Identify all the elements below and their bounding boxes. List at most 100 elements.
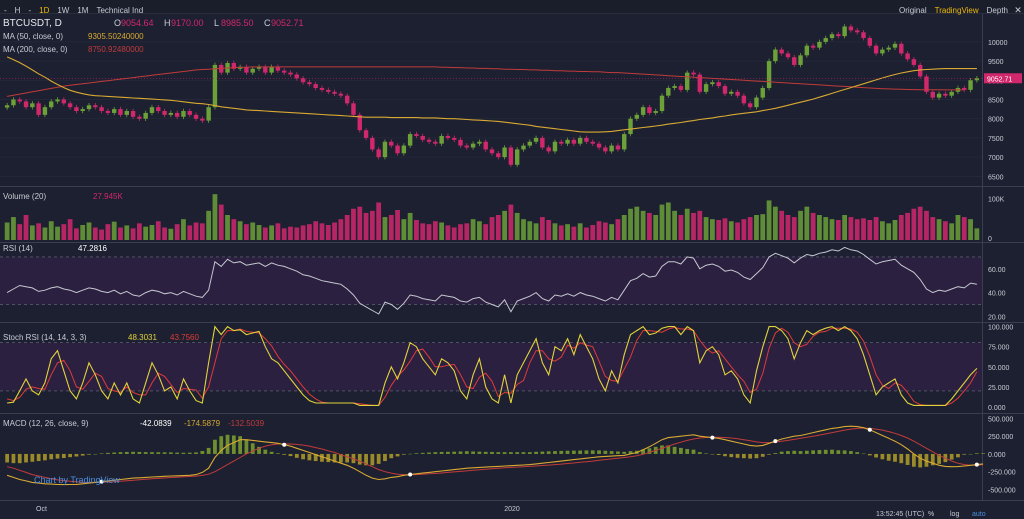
macd-cross-marker bbox=[867, 427, 872, 432]
candle-body bbox=[36, 103, 41, 115]
candle-body bbox=[162, 111, 167, 115]
macd-hist-bar bbox=[106, 452, 110, 454]
candle-body bbox=[181, 111, 186, 117]
volume-bar bbox=[672, 210, 677, 240]
view-tab-depth[interactable]: Depth bbox=[986, 6, 1008, 15]
macd-hist-bar bbox=[124, 451, 129, 454]
candle-body bbox=[124, 111, 129, 115]
volume-bar bbox=[155, 221, 161, 240]
legend-rsi: RSI (14) bbox=[3, 244, 33, 253]
candle-body bbox=[792, 57, 797, 65]
volume-bar bbox=[508, 204, 514, 240]
volume-bar bbox=[338, 219, 344, 240]
legend-macd-value: -132.5039 bbox=[228, 419, 265, 428]
ohlc-key: L bbox=[214, 18, 219, 28]
macd-hist-bar bbox=[112, 452, 117, 454]
volume-bar bbox=[817, 215, 822, 240]
candle-body bbox=[565, 139, 570, 144]
volume-bar bbox=[842, 215, 848, 240]
volume-bar bbox=[325, 225, 331, 240]
scale-option-%[interactable]: % bbox=[928, 511, 934, 518]
volume-bar bbox=[703, 217, 709, 240]
volume-bar bbox=[691, 212, 696, 240]
macd-hist-bar bbox=[458, 451, 463, 454]
macd-hist-bar bbox=[5, 453, 10, 463]
macd-hist-bar bbox=[729, 453, 734, 458]
toolbar-item-0[interactable]: - bbox=[4, 6, 7, 15]
volume-bar bbox=[61, 224, 67, 240]
toolbar-item-4[interactable]: 1W bbox=[57, 6, 70, 15]
macd-hist-bar bbox=[55, 453, 60, 459]
volume-bar bbox=[237, 221, 243, 240]
macd-hist-bar bbox=[924, 453, 929, 467]
macd-hist-bar bbox=[754, 453, 759, 459]
fullscreen-icon[interactable]: ✕ bbox=[1014, 5, 1022, 15]
volume-bar bbox=[779, 210, 785, 240]
price-tick-label: 8500 bbox=[988, 98, 1004, 105]
macd-hist-bar bbox=[43, 453, 47, 461]
macd-hist-bar bbox=[383, 453, 387, 462]
macd-hist-bar bbox=[446, 451, 450, 454]
candle-body bbox=[930, 91, 935, 98]
scale-option-log[interactable]: log bbox=[950, 511, 959, 518]
volume-bar bbox=[80, 225, 86, 240]
volume-bar bbox=[187, 225, 193, 240]
candle-body bbox=[143, 112, 148, 119]
price-tick-label: 7000 bbox=[988, 155, 1004, 162]
macd-cross-marker bbox=[773, 439, 778, 444]
macd-hist-bar bbox=[80, 453, 85, 456]
macd-hist-bar bbox=[11, 453, 16, 464]
macd-hist-bar bbox=[332, 453, 337, 463]
candle-body bbox=[464, 145, 470, 148]
volume-bar bbox=[420, 223, 426, 240]
candle-body bbox=[577, 137, 583, 144]
candle-body bbox=[382, 141, 388, 158]
volume-bar bbox=[829, 219, 835, 240]
candle-body bbox=[540, 137, 545, 148]
toolbar-item-2[interactable]: - bbox=[28, 6, 32, 15]
macd-hist-bar bbox=[87, 453, 91, 455]
candle-body bbox=[414, 134, 419, 136]
volume-bar bbox=[766, 200, 772, 240]
macd-hist-bar bbox=[307, 453, 312, 461]
volume-bar bbox=[149, 225, 155, 240]
volume-bar bbox=[716, 220, 722, 240]
candle-body bbox=[684, 72, 690, 90]
ohlc-key: C bbox=[264, 18, 271, 28]
volume-bar bbox=[697, 210, 703, 240]
macd-hist-bar bbox=[194, 452, 198, 454]
macd-hist-bar bbox=[571, 450, 576, 454]
candle-body bbox=[439, 135, 444, 144]
view-tab-original[interactable]: Original bbox=[899, 6, 927, 15]
volume-bar bbox=[647, 212, 652, 240]
macd-hist-bar bbox=[288, 453, 293, 457]
candle-body bbox=[697, 74, 702, 92]
ohlc-value: 9052.71 bbox=[271, 18, 304, 28]
macd-hist-bar bbox=[534, 451, 538, 454]
toolbar-item-1[interactable]: H bbox=[14, 6, 21, 15]
toolbar-item-5[interactable]: 1M bbox=[77, 6, 89, 15]
macd-hist-bar bbox=[370, 453, 375, 466]
macd-hist-bar bbox=[647, 448, 652, 454]
macd-hist-bar bbox=[962, 453, 967, 455]
candle-body bbox=[86, 105, 92, 110]
volume-bar bbox=[451, 227, 457, 240]
macd-hist-bar bbox=[345, 453, 350, 463]
macd-hist-bar bbox=[804, 450, 809, 454]
candle-body bbox=[200, 118, 205, 121]
volume-bar bbox=[351, 208, 356, 240]
candle-body bbox=[357, 114, 362, 131]
scale-option-auto[interactable]: auto bbox=[972, 511, 986, 518]
stoch-tick-label: 0.000 bbox=[988, 405, 1006, 412]
view-tab-tradingview[interactable]: TradingView bbox=[934, 6, 979, 15]
macd-hist-bar bbox=[30, 453, 35, 462]
toolbar-item-3[interactable]: 1D bbox=[39, 6, 50, 15]
candle-body bbox=[275, 66, 281, 71]
macd-hist-bar bbox=[666, 445, 671, 454]
macd-hist-bar bbox=[282, 453, 287, 455]
candle-body bbox=[99, 107, 104, 112]
toolbar-item-6[interactable]: Technical Ind bbox=[96, 6, 144, 15]
macd-hist-bar bbox=[294, 453, 299, 458]
macd-tick-label: 250.000 bbox=[988, 434, 1013, 441]
